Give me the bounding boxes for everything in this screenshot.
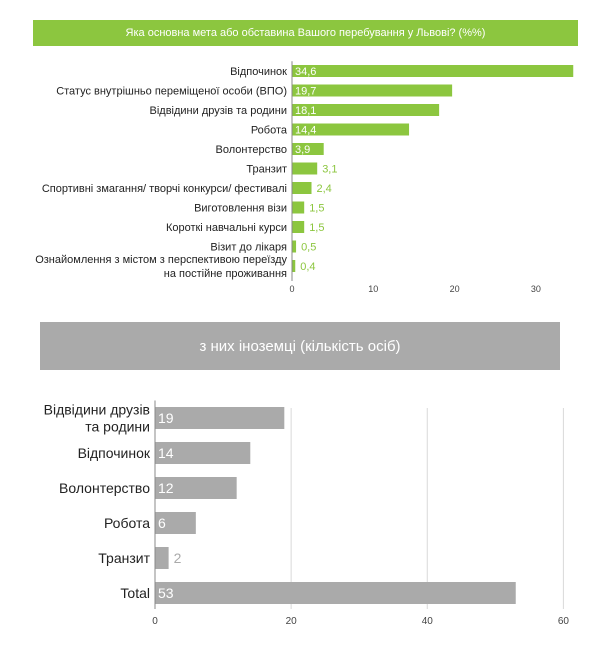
chart2-value-label-1: 14 (158, 445, 174, 461)
chart1-value-label-1: 19,7 (295, 85, 316, 97)
chart1-x-tick-label-2: 20 (450, 284, 460, 294)
chart1-value-label-0: 34,6 (295, 66, 316, 78)
chart2-bar-2 (155, 477, 237, 499)
chart1-value-label-7: 1,5 (309, 202, 324, 214)
chart2-x-tick-label-1: 20 (286, 616, 298, 627)
chart2-bar-3 (155, 512, 196, 534)
chart1-category-label-2: Відвідини друзів та родини (150, 105, 288, 117)
chart1-category-label-5: Транзит (246, 163, 287, 175)
chart1-value-label-3: 14,4 (295, 124, 316, 136)
chart1-x-tick-label-3: 30 (531, 284, 541, 294)
chart2-category-label-2: Волонтерство (59, 480, 150, 496)
chart1-x-tick-label-1: 10 (368, 284, 378, 294)
chart1-bar-6 (292, 182, 312, 194)
chart1-bar-4 (292, 143, 324, 155)
chart1-value-label-6: 2,4 (317, 183, 332, 195)
chart2-bar-1 (155, 442, 251, 464)
chart1-value-label-5: 3,1 (322, 163, 337, 175)
chart1-category-label-3: Робота (251, 124, 288, 136)
chart1-purpose-percent: Відпочинок 34,6 Статус внутрішньо переміще… (35, 61, 574, 294)
chart2-category-label-3: Робота (104, 515, 150, 531)
chart1-value-label-10: 0,4 (300, 261, 315, 273)
chart2-category-label-5: Total (120, 585, 150, 601)
chart1-category-label-0: Відпочинок (230, 66, 287, 78)
chart2-value-label-2: 12 (158, 480, 174, 496)
chart1-bar-8 (292, 221, 305, 233)
chart1-bar-1 (292, 84, 453, 97)
chart1-category-label-6: Спортивні змагання/ творчі конкурси/ фес… (42, 183, 287, 195)
chart2-category-label-0-line-0: Відвідини друзів (44, 401, 150, 417)
chart2-value-label-3: 6 (158, 515, 166, 531)
chart1-bar-10 (292, 260, 296, 272)
chart1-title: Яка основна мета або обставина Вашого пе… (125, 27, 486, 39)
chart1-title-banner: Яка основна мета або обставина Вашого пе… (33, 20, 578, 46)
chart2-category-label-4: Транзит (98, 550, 150, 566)
chart1-category-label-1: Статус внутрішньо переміщеної особи (ВПО… (56, 85, 287, 97)
chart2-value-label-0: 19 (158, 410, 174, 426)
chart1-category-label-10-line-0: Ознайомлення з містом з перспективою пер… (35, 254, 287, 266)
chart2-title: з них іноземці (кількість осіб) (199, 337, 401, 355)
chart2-category-label-1: Відпочинок (78, 445, 151, 461)
chart1-category-label-8: Короткі навчальні курси (166, 222, 287, 234)
chart1-bar-3 (292, 123, 410, 136)
chart1-category-label-9: Візит до лікаря (210, 241, 287, 253)
chart2-x-tick-label-2: 40 (422, 616, 434, 627)
chart1-value-label-9: 0,5 (301, 241, 316, 253)
chart2-bar-0 (155, 407, 285, 429)
chart2-value-label-4: 2 (174, 550, 182, 566)
chart1-x-tick-label-0: 0 (289, 284, 294, 294)
chart1-category-label-4: Волонтерство (216, 144, 287, 156)
chart2-value-label-5: 53 (158, 585, 174, 601)
chart1-bar-9 (292, 240, 297, 253)
chart2-category-label-0-line-1: та родини (85, 418, 150, 434)
chart2-x-tick-label-3: 60 (558, 616, 570, 627)
chart1-category-label-7: Виготовлення візи (194, 202, 287, 214)
chart2-x-tick-label-0: 0 (152, 616, 158, 627)
chart2-bar-5 (155, 582, 516, 604)
chart1-value-label-8: 1,5 (309, 222, 324, 234)
chart1-bar-7 (292, 201, 305, 214)
chart1-bar-0 (292, 65, 574, 77)
chart1-bar-2 (292, 104, 440, 116)
chart1-category-label-10-line-1: на постійне проживання (164, 268, 287, 280)
chart2-title-banner: з них іноземці (кількість осіб) (40, 322, 560, 370)
chart2-bar-4 (155, 547, 169, 569)
chart1-bar-5 (292, 162, 318, 175)
chart1-value-label-4: 3,9 (295, 144, 310, 156)
chart1-value-label-2: 18,1 (295, 105, 316, 117)
